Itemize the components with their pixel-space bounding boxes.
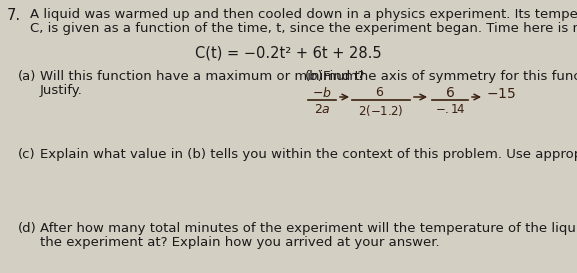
Text: the experiment at? Explain how you arrived at your answer.: the experiment at? Explain how you arriv… <box>40 236 440 249</box>
Text: Justify.: Justify. <box>40 84 83 97</box>
Text: $2(-1.2)$: $2(-1.2)$ <box>358 103 404 118</box>
Text: C(t) = −0.2t² + 6t + 28.5: C(t) = −0.2t² + 6t + 28.5 <box>194 46 381 61</box>
Text: Find the axis of symmetry for this function.: Find the axis of symmetry for this funct… <box>323 70 577 83</box>
Text: $-15$: $-15$ <box>486 87 516 101</box>
Text: Will this function have a maximum or minimum?: Will this function have a maximum or min… <box>40 70 364 83</box>
Text: After how many total minutes of the experiment will the temperature of the liqui: After how many total minutes of the expe… <box>40 222 577 235</box>
Text: (c): (c) <box>18 148 36 161</box>
Text: A liquid was warmed up and then cooled down in a physics experiment. Its tempera: A liquid was warmed up and then cooled d… <box>30 8 577 21</box>
Text: $-b$: $-b$ <box>312 86 332 100</box>
Text: 7.: 7. <box>7 8 21 23</box>
Text: (b): (b) <box>305 70 324 83</box>
Text: $-.1\!4$: $-.1\!4$ <box>435 103 465 116</box>
Text: C, is given as a function of the time, t, since the experiment began. Time here : C, is given as a function of the time, t… <box>30 22 577 35</box>
Text: (d): (d) <box>18 222 37 235</box>
Text: $6$: $6$ <box>376 86 384 99</box>
Text: (a): (a) <box>18 70 36 83</box>
Text: $2a$: $2a$ <box>314 103 331 116</box>
Text: $6$: $6$ <box>445 86 455 100</box>
Text: Explain what value in (b) tells you within the context of this problem. Use appr: Explain what value in (b) tells you with… <box>40 148 577 161</box>
